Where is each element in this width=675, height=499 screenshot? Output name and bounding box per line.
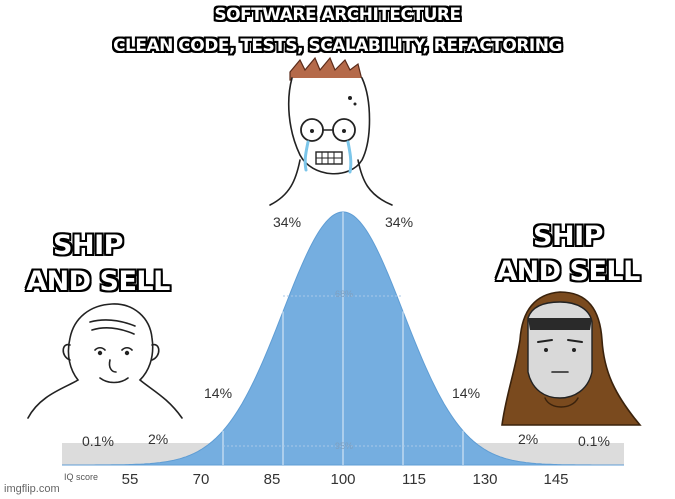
- left-caption-line-2: AND SELL: [26, 266, 170, 297]
- tick-labels: 55 70 85 100 115 130 145: [122, 471, 569, 488]
- pct-far-left: 0.1%: [82, 433, 114, 449]
- pct-center-left: 34%: [273, 214, 301, 230]
- pct-left-tail: 2%: [148, 431, 168, 447]
- tick-label-130: 130: [472, 471, 497, 488]
- pct-far-right: 0.1%: [578, 433, 610, 449]
- tick-label-145: 145: [543, 471, 568, 488]
- sd-lines: [222, 212, 464, 465]
- left-caption-line-1: SHIP: [53, 230, 123, 261]
- right-caption-line-2: AND SELL: [496, 256, 640, 287]
- pct-right-mid: 14%: [452, 385, 480, 401]
- top-character: [269, 56, 393, 206]
- right-character: [501, 291, 642, 426]
- left-character: [27, 303, 183, 419]
- top-caption-line-1: SOFTWARE ARCHITECTURE: [214, 5, 461, 25]
- tick-label-55: 55: [122, 471, 139, 488]
- right-caption-line-1: SHIP: [533, 221, 603, 252]
- top-caption-line-2: CLEAN CODE, TESTS, SCALABILITY, REFACTOR…: [113, 36, 562, 56]
- tick-label-100: 100: [330, 471, 355, 488]
- label-95: 95%: [335, 441, 353, 451]
- tick-label-115: 115: [402, 471, 426, 488]
- label-68: 68%: [335, 289, 353, 299]
- pct-right-tail: 2%: [518, 431, 538, 447]
- pct-center-right: 34%: [385, 214, 413, 230]
- imgflip-watermark: imgflip.com: [4, 483, 60, 495]
- pct-left-mid: 14%: [204, 385, 232, 401]
- tick-label-85: 85: [264, 471, 281, 488]
- iq-axis-label: IQ score: [64, 472, 98, 482]
- tick-label-70: 70: [193, 471, 210, 488]
